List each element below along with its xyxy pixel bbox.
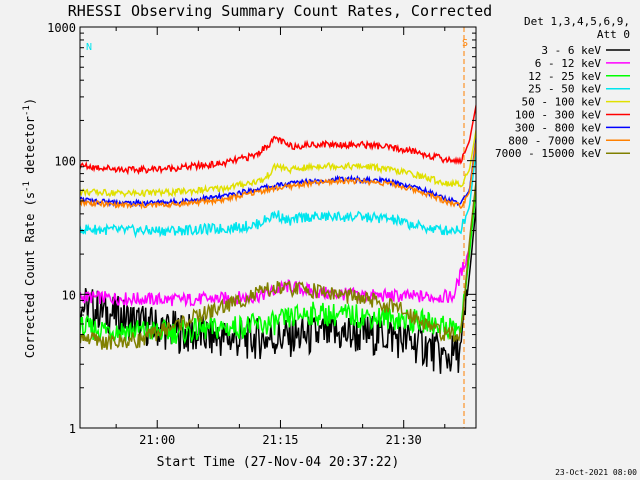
saa-label: S [462, 38, 468, 49]
y-axis-label-mid: detector [23, 116, 37, 181]
series-line-7 [80, 133, 476, 208]
night-label: N [86, 42, 92, 53]
legend-label-5: 50 - 100 keV [522, 96, 602, 109]
series-line-4 [80, 144, 476, 239]
legend-label-1: 3 - 6 keV [541, 44, 601, 57]
y-axis-label: Corrected Count Rate (s-1 detector-1) [22, 98, 37, 358]
x-tick-label-3: 21:30 [386, 433, 422, 447]
x-axis-label: Start Time (27-Nov-04 20:37:22) [157, 455, 400, 470]
plot-frame [79, 26, 477, 429]
y-axis-label-end: ) [23, 98, 37, 105]
legend-label-7: 300 - 800 keV [515, 121, 601, 134]
series-line-2 [80, 176, 476, 308]
legend-label-6: 100 - 300 keV [515, 109, 601, 122]
series-line-5 [80, 126, 476, 198]
legend-label-8: 800 - 7000 keV [508, 134, 601, 147]
series-line-1 [80, 199, 476, 374]
series-line-3 [80, 182, 476, 345]
series-line-9 [80, 175, 476, 350]
x-tick-label-2: 21:15 [262, 433, 298, 447]
chart-title: RHESSI Observing Summary Count Rates, Co… [68, 2, 492, 20]
legend-header-attenuator: Att 0 [597, 28, 630, 41]
legend-label-2: 6 - 12 keV [535, 57, 602, 70]
y-tick-label-2: 100 [54, 155, 76, 169]
y-axis-label-main: Corrected Count Rate (s [23, 192, 37, 358]
y-axis-label-sup2: -1 [22, 105, 32, 116]
series-line-8 [80, 136, 476, 210]
x-tick-label-1: 21:00 [139, 433, 175, 447]
y-tick-label-0: 1 [69, 422, 76, 436]
axes: 21:00 21:15 21:30 1 10 100 1000 [47, 21, 477, 447]
footer-timestamp: 23-Oct-2021 08:00 [555, 468, 637, 477]
y-tick-label-3: 1000 [47, 21, 76, 35]
legend-label-4: 25 - 50 keV [528, 83, 601, 96]
legend-label-9: 7000 - 15000 keV [495, 147, 601, 160]
y-axis-label-sup1: -1 [22, 181, 32, 192]
y-tick-label-1: 10 [62, 288, 76, 302]
legend-header-detectors: Det 1,3,4,5,6,9, [524, 15, 630, 28]
series-line-6 [80, 101, 476, 176]
plot-clipped-group [80, 27, 476, 428]
legend-label-3: 12 - 25 keV [528, 70, 601, 83]
